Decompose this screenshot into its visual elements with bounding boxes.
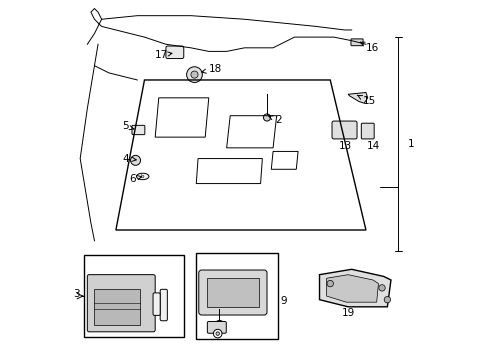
Text: 17: 17	[154, 50, 172, 60]
Text: 9: 9	[280, 296, 286, 306]
FancyBboxPatch shape	[160, 289, 167, 321]
Circle shape	[263, 114, 270, 121]
Circle shape	[213, 329, 222, 338]
Text: 13: 13	[339, 141, 352, 151]
Polygon shape	[319, 269, 390, 307]
Circle shape	[215, 320, 224, 329]
Bar	[206, 278, 258, 307]
FancyBboxPatch shape	[153, 293, 160, 315]
Text: 19: 19	[341, 308, 354, 318]
FancyBboxPatch shape	[331, 121, 356, 139]
Text: 8: 8	[167, 293, 174, 303]
Text: 3: 3	[73, 289, 80, 299]
Circle shape	[190, 71, 198, 78]
FancyBboxPatch shape	[207, 321, 226, 333]
Bar	[196, 253, 278, 339]
Bar	[83, 255, 183, 337]
FancyBboxPatch shape	[198, 270, 266, 315]
FancyBboxPatch shape	[165, 46, 183, 59]
Circle shape	[378, 285, 385, 291]
Ellipse shape	[136, 173, 149, 180]
Text: 7: 7	[176, 303, 182, 313]
Text: 10: 10	[224, 312, 246, 323]
Text: 14: 14	[366, 141, 380, 152]
FancyBboxPatch shape	[132, 125, 144, 135]
Polygon shape	[326, 275, 378, 302]
Text: 2: 2	[268, 115, 281, 125]
Bar	[94, 289, 140, 325]
Text: 1: 1	[407, 139, 414, 149]
Circle shape	[130, 156, 140, 165]
Text: 5: 5	[122, 121, 134, 131]
Text: 12: 12	[223, 330, 245, 341]
Text: b: b	[141, 174, 144, 179]
Circle shape	[326, 280, 333, 287]
Circle shape	[186, 67, 202, 82]
Circle shape	[216, 332, 219, 336]
Text: 11: 11	[218, 321, 245, 332]
Text: 15: 15	[356, 95, 375, 107]
FancyBboxPatch shape	[87, 275, 155, 332]
Circle shape	[384, 296, 390, 303]
FancyBboxPatch shape	[350, 39, 363, 46]
Polygon shape	[347, 93, 367, 103]
Text: 6: 6	[129, 174, 142, 184]
Text: 4: 4	[122, 154, 136, 163]
FancyBboxPatch shape	[361, 123, 373, 139]
Text: 18: 18	[202, 64, 222, 74]
Text: 16: 16	[360, 42, 378, 53]
